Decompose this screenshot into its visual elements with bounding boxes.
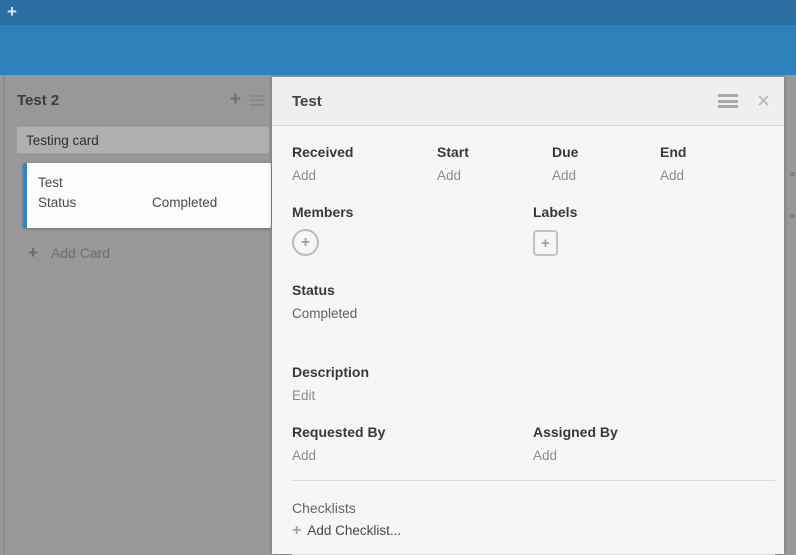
- date-start: Start Add: [437, 144, 552, 184]
- card-field-label: Status: [38, 195, 77, 210]
- board-canvas: Test 2 + Test Status Completed + Add Car…: [0, 75, 796, 555]
- add-label-button[interactable]: +: [533, 230, 558, 256]
- requested-by-label: Requested By: [292, 424, 386, 440]
- received-add-link[interactable]: Add: [292, 168, 317, 183]
- date-received: Received Add: [292, 144, 437, 184]
- assigned-by-label: Assigned By: [533, 424, 618, 440]
- description-edit-link[interactable]: Edit: [292, 388, 316, 403]
- list-header: Test 2 +: [8, 88, 271, 112]
- add-card-button[interactable]: + Add Card: [28, 243, 271, 263]
- add-board-icon[interactable]: +: [7, 2, 17, 21]
- board-left-edge: [3, 75, 5, 554]
- card-detail-body: Received Add Start Add Due Add End Add: [272, 126, 784, 555]
- labels-section: Labels +: [533, 204, 784, 256]
- section-divider: [292, 480, 775, 481]
- plus-icon: +: [28, 243, 38, 262]
- list-menu-icon[interactable]: [250, 94, 265, 106]
- card-detail-panel: Test × Received Add Start Add Due Add: [272, 77, 784, 555]
- requested-by-add-link[interactable]: Add: [292, 448, 317, 463]
- assigned-by-add-link[interactable]: Add: [533, 448, 558, 463]
- top-navbar: +: [0, 0, 796, 25]
- card-field-value: Completed: [152, 195, 218, 210]
- add-card-label: Add Card: [50, 245, 111, 261]
- requested-assigned-row: Requested By Add Assigned By Add: [292, 424, 784, 464]
- members-label: Members: [292, 204, 354, 220]
- plus-icon: +: [300, 233, 311, 251]
- start-add-link[interactable]: Add: [437, 168, 462, 183]
- add-member-button[interactable]: +: [292, 229, 319, 256]
- board-header-bar: [0, 25, 796, 75]
- description-label: Description: [292, 364, 370, 380]
- card-detail-title[interactable]: Test: [292, 92, 322, 110]
- list-add-card-icon[interactable]: +: [229, 89, 241, 110]
- end-label: End: [660, 144, 687, 160]
- list-title[interactable]: Test 2: [17, 91, 60, 109]
- description-section: Description Edit: [292, 364, 784, 404]
- add-checklist-label: Add Checklist...: [307, 523, 402, 538]
- list-test-2: Test 2 + Test Status Completed + Add Car…: [8, 75, 271, 263]
- due-add-link[interactable]: Add: [552, 168, 577, 183]
- checklists-label: Checklists: [292, 500, 356, 516]
- add-checklist-button[interactable]: + Add Checklist...: [292, 523, 784, 539]
- checklists-section: Checklists + Add Checklist...: [292, 500, 784, 539]
- members-labels-row: Members + Labels +: [292, 204, 784, 256]
- received-label: Received: [292, 144, 354, 160]
- due-label: Due: [552, 144, 579, 160]
- status-section: Status Completed: [292, 282, 784, 322]
- date-due: Due Add: [552, 144, 660, 184]
- start-label: Start: [437, 144, 469, 160]
- status-label: Status: [292, 282, 335, 298]
- plus-icon: +: [292, 522, 302, 539]
- card-test[interactable]: Test Status Completed: [23, 163, 271, 228]
- members-section: Members +: [292, 204, 533, 256]
- close-icon[interactable]: ×: [757, 88, 770, 113]
- partial-next-list-icon: [790, 214, 795, 218]
- requested-by-section: Requested By Add: [292, 424, 533, 464]
- card-custom-field-row: Status Completed: [38, 193, 271, 213]
- end-add-link[interactable]: Add: [660, 168, 685, 183]
- labels-label: Labels: [533, 204, 578, 220]
- new-card-input[interactable]: [16, 126, 270, 154]
- date-end: End Add: [660, 144, 784, 184]
- dates-row: Received Add Start Add Due Add End Add: [292, 144, 784, 184]
- card-title: Test: [38, 175, 63, 190]
- card-menu-icon[interactable]: [718, 94, 739, 108]
- plus-icon: +: [541, 234, 550, 252]
- assigned-by-section: Assigned By Add: [533, 424, 784, 464]
- status-value[interactable]: Completed: [292, 306, 358, 321]
- card-detail-header: Test ×: [272, 77, 784, 126]
- partial-next-list-icon: [790, 172, 795, 176]
